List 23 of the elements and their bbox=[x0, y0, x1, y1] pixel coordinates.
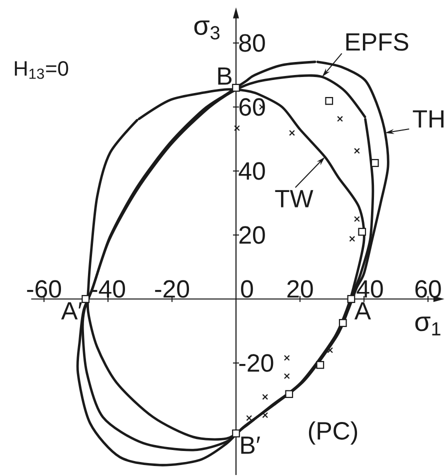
annotation: A bbox=[354, 302, 371, 320]
x-tick-label: 20 bbox=[287, 280, 313, 298]
annotation: TW bbox=[275, 190, 314, 208]
annotation: B′ bbox=[241, 436, 260, 454]
y-tick-label: 40 bbox=[238, 162, 265, 180]
y-tick-label: -20 bbox=[239, 354, 274, 372]
annotation: A′ bbox=[61, 302, 82, 320]
x-tick-label: -60 bbox=[27, 280, 62, 298]
y-tick-label: 60 bbox=[239, 98, 265, 116]
annotation: (PC) bbox=[308, 421, 358, 445]
x-axis-title: σ$_{1}$ bbox=[415, 316, 440, 336]
x-tick-label: 40 bbox=[356, 280, 383, 298]
annotation: EPFS bbox=[346, 33, 408, 51]
annotation: H$_{13}$=0 bbox=[14, 61, 68, 79]
x-tick-label: -40 bbox=[91, 280, 126, 298]
y-tick-label: 20 bbox=[239, 226, 265, 244]
x-tick-label: 0 bbox=[241, 280, 253, 298]
x-tick-label: 60 bbox=[415, 280, 441, 298]
annotation: B bbox=[218, 67, 232, 85]
x-tick-label: -20 bbox=[155, 280, 190, 298]
y-axis-title: σ$_{3}$ bbox=[194, 20, 220, 40]
annotation: TH bbox=[412, 110, 444, 128]
y-tick-label: 80 bbox=[239, 34, 265, 52]
